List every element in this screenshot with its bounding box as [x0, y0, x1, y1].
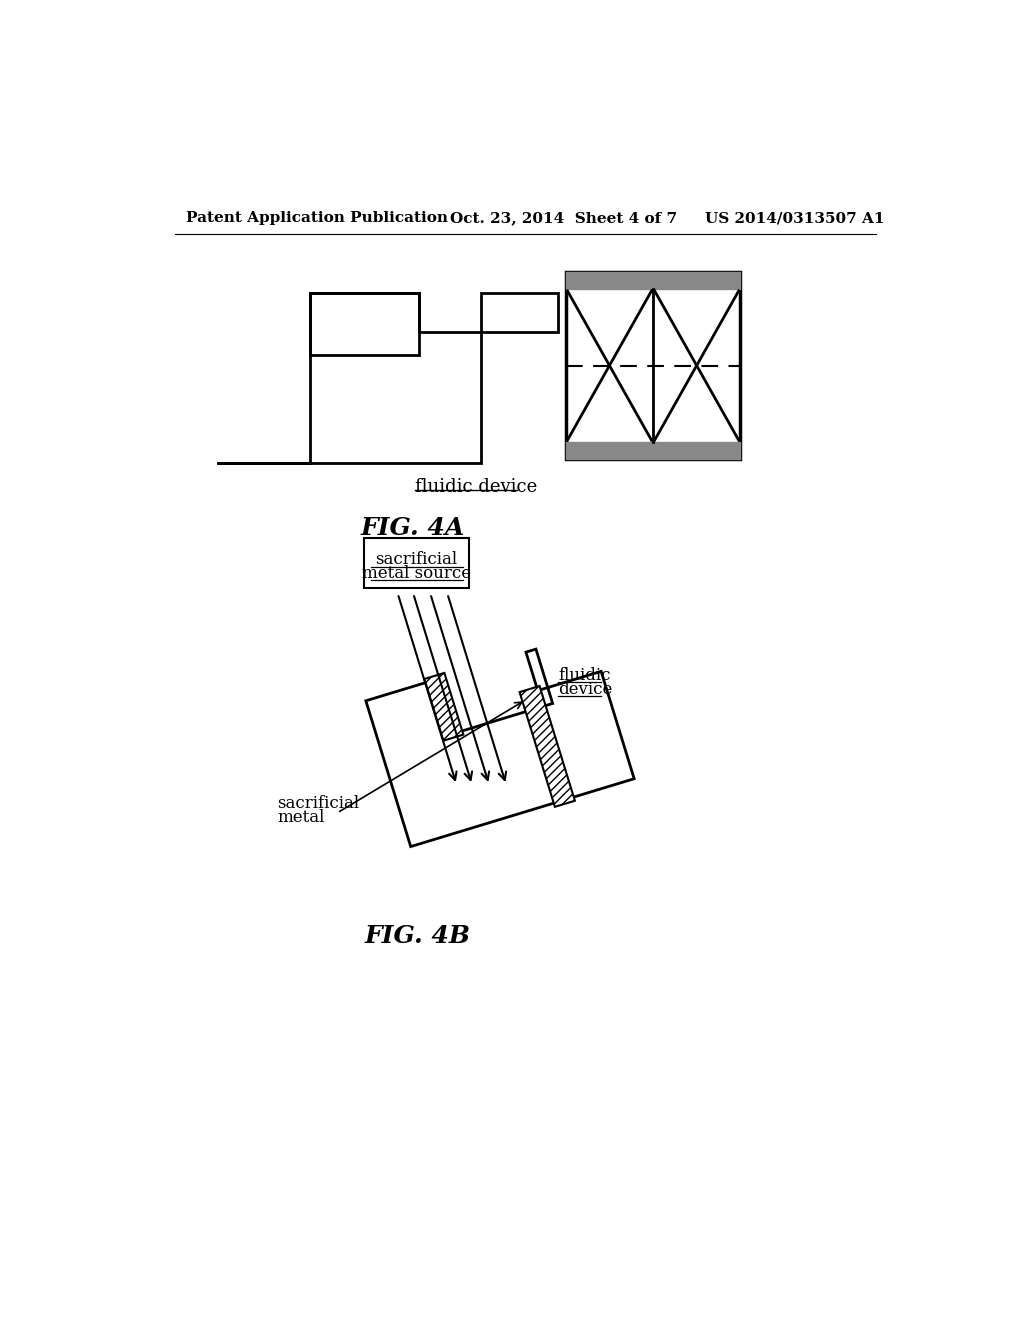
- Text: Oct. 23, 2014  Sheet 4 of 7: Oct. 23, 2014 Sheet 4 of 7: [450, 211, 677, 226]
- Text: US 2014/0313507 A1: US 2014/0313507 A1: [706, 211, 885, 226]
- Text: device: device: [558, 681, 612, 698]
- Text: sacrificial: sacrificial: [376, 552, 458, 569]
- Text: sacrificial: sacrificial: [278, 795, 359, 812]
- Text: metal source: metal source: [362, 565, 471, 582]
- Polygon shape: [519, 686, 574, 807]
- Text: fluidic: fluidic: [558, 668, 610, 684]
- Bar: [365, 539, 469, 589]
- Text: Patent Application Publication: Patent Application Publication: [186, 211, 449, 226]
- Text: FIG. 4B: FIG. 4B: [365, 924, 470, 948]
- Text: fluidic device: fluidic device: [415, 478, 537, 496]
- Text: FIG. 4A: FIG. 4A: [360, 516, 465, 540]
- Text: metal: metal: [278, 809, 325, 826]
- Polygon shape: [424, 673, 464, 741]
